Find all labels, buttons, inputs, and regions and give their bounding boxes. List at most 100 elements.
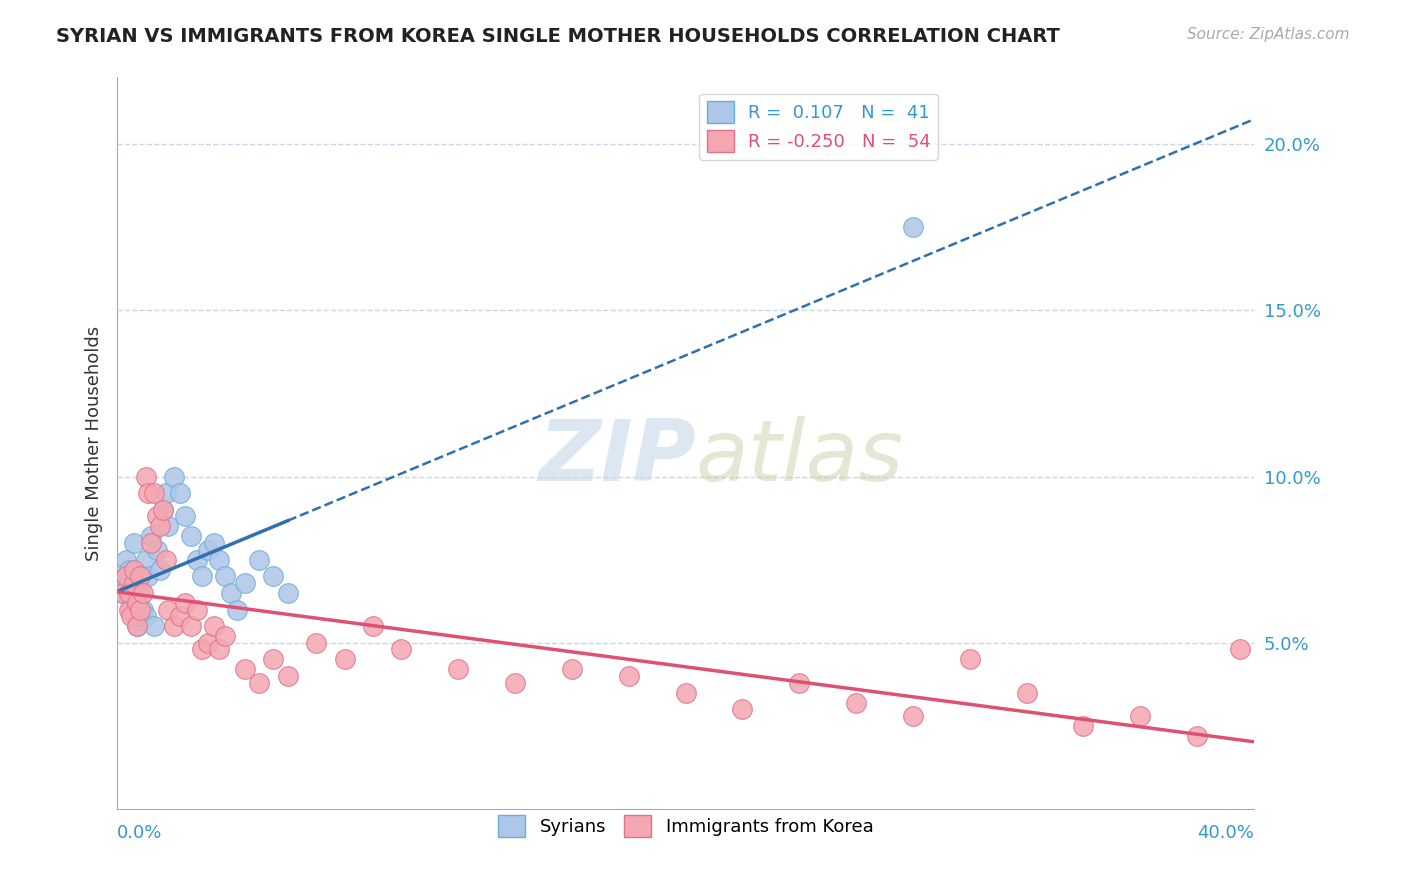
Point [157, 602, 180, 616]
Point [1073, 719, 1095, 733]
Point [157, 519, 180, 533]
Point [125, 596, 148, 610]
Text: 0.0%: 0.0% [117, 824, 163, 842]
Point [117, 563, 139, 577]
Point [787, 675, 810, 690]
Point [155, 486, 177, 500]
Point [135, 552, 157, 566]
Point [389, 642, 412, 657]
Point [197, 542, 219, 557]
Point [132, 586, 155, 600]
Point [959, 652, 981, 666]
Text: Source: ZipAtlas.com: Source: ZipAtlas.com [1187, 27, 1350, 42]
Point [163, 469, 186, 483]
Point [132, 602, 155, 616]
Point [901, 220, 924, 235]
Point [143, 486, 166, 500]
Point [111, 586, 134, 600]
Point [117, 602, 139, 616]
Point [675, 686, 697, 700]
Point [197, 636, 219, 650]
Point [208, 552, 231, 566]
Text: ZIP: ZIP [538, 417, 696, 500]
Point [214, 629, 236, 643]
Point [125, 619, 148, 633]
Point [361, 619, 384, 633]
Point [901, 709, 924, 723]
Point [129, 602, 152, 616]
Point [225, 602, 247, 616]
Point [163, 619, 186, 633]
Point [141, 536, 163, 550]
Point [247, 675, 270, 690]
Point [125, 596, 148, 610]
Point [146, 542, 169, 557]
Point [191, 642, 214, 657]
Point [503, 675, 526, 690]
Point [214, 569, 236, 583]
Point [149, 519, 172, 533]
Point [169, 486, 191, 500]
Point [155, 552, 177, 566]
Point [114, 569, 136, 583]
Point [146, 509, 169, 524]
Point [247, 552, 270, 566]
Point [129, 569, 152, 583]
Point [202, 536, 225, 550]
Point [129, 582, 152, 597]
Point [111, 586, 134, 600]
Point [186, 552, 208, 566]
Point [263, 652, 285, 666]
Point [174, 596, 197, 610]
Point [305, 636, 328, 650]
Point [122, 609, 145, 624]
Point [138, 486, 160, 500]
Point [138, 569, 160, 583]
Point [174, 509, 197, 524]
Point [447, 663, 470, 677]
Point [152, 503, 174, 517]
Point [1015, 686, 1038, 700]
Point [152, 503, 174, 517]
Point [277, 669, 299, 683]
Point [120, 589, 142, 603]
Point [180, 529, 202, 543]
Point [125, 619, 148, 633]
Point [1229, 642, 1251, 657]
Point [180, 619, 202, 633]
Point [219, 586, 242, 600]
Point [233, 576, 256, 591]
Point [186, 602, 208, 616]
Point [202, 619, 225, 633]
Text: SYRIAN VS IMMIGRANTS FROM KOREA SINGLE MOTHER HOUSEHOLDS CORRELATION CHART: SYRIAN VS IMMIGRANTS FROM KOREA SINGLE M… [56, 27, 1060, 45]
Point [561, 663, 583, 677]
Point [143, 619, 166, 633]
Point [208, 642, 231, 657]
Text: 40.0%: 40.0% [1197, 824, 1254, 842]
Point [135, 609, 157, 624]
Point [233, 663, 256, 677]
Point [263, 569, 285, 583]
Point [149, 563, 172, 577]
Point [617, 669, 640, 683]
Point [141, 529, 163, 543]
Point [122, 536, 145, 550]
Point [169, 609, 191, 624]
Point [1129, 709, 1152, 723]
Point [114, 569, 136, 583]
Legend: Syrians, Immigrants from Korea: Syrians, Immigrants from Korea [491, 807, 880, 844]
Point [122, 563, 145, 577]
Point [120, 609, 142, 624]
Point [129, 609, 152, 624]
Point [122, 576, 145, 591]
Point [117, 576, 139, 591]
Point [114, 552, 136, 566]
Point [1185, 729, 1208, 743]
Point [333, 652, 356, 666]
Point [277, 586, 299, 600]
Point [120, 602, 142, 616]
Text: atlas: atlas [695, 417, 903, 500]
Point [135, 469, 157, 483]
Point [117, 586, 139, 600]
Point [191, 569, 214, 583]
